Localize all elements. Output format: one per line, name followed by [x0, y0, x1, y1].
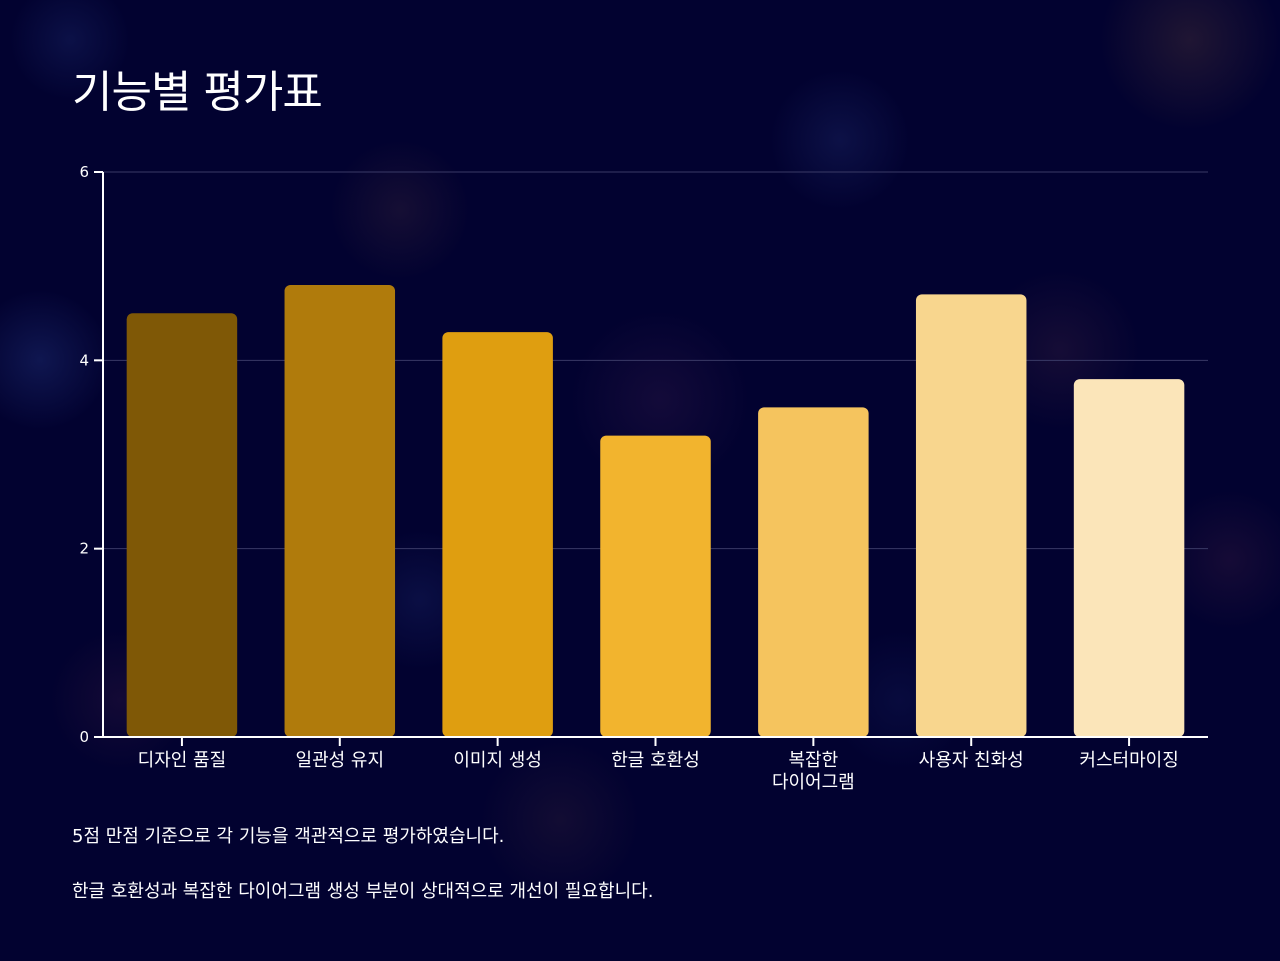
- bar-0: [126, 313, 238, 737]
- bar-3: [600, 435, 711, 737]
- x-tick-label-4: 복잡한 다이어그램: [772, 750, 855, 793]
- note-scale: 5점 만점 기준으로 각 기능을 객관적으로 평가하였습니다.: [72, 826, 505, 847]
- x-tick-label-6: 커스터마이징: [1079, 750, 1178, 771]
- y-tick-label-3: 6: [79, 163, 89, 181]
- note-improvement: 한글 호환성과 복잡한 다이어그램 생성 부분이 상대적으로 개선이 필요합니다…: [72, 881, 654, 902]
- bars: [126, 285, 1185, 737]
- y-tick-label-1: 2: [79, 540, 89, 558]
- x-tick-label-3: 한글 호환성: [611, 750, 700, 771]
- bar-4: [758, 407, 869, 737]
- bar-2: [442, 332, 553, 737]
- x-tick-labels: 디자인 품질 일관성 유지 이미지 생성 한글 호환성 복잡한 다이어그램 사용자 친화성 커…: [138, 737, 1179, 793]
- x-tick-label-2: 이미지 생성: [453, 750, 542, 771]
- bar-1: [284, 285, 396, 737]
- x-tick-label-5: 사용자 친화성: [919, 750, 1024, 771]
- x-tick-label-1: 일관성 유지: [296, 750, 385, 771]
- y-tick-label-0: 0: [79, 728, 89, 746]
- y-tick-label-2: 4: [79, 351, 89, 369]
- page-title: 기능별 평가표: [72, 67, 323, 118]
- x-tick-label-0: 디자인 품질: [138, 750, 227, 771]
- bar-6: [1073, 379, 1185, 737]
- bar-5: [915, 294, 1027, 737]
- y-tick-labels: 0 2 4 6: [79, 163, 103, 746]
